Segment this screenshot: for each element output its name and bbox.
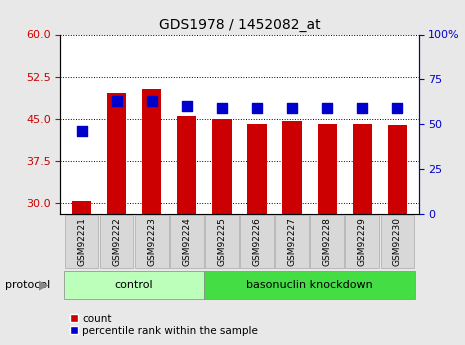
Text: GSM92229: GSM92229 [358, 217, 367, 266]
Text: GSM92221: GSM92221 [77, 217, 86, 266]
Point [324, 105, 331, 111]
Text: ▶: ▶ [40, 278, 49, 291]
Bar [318, 124, 337, 214]
Text: GSM92226: GSM92226 [252, 217, 261, 266]
Point [218, 105, 226, 111]
FancyBboxPatch shape [65, 215, 99, 268]
Point [113, 98, 120, 104]
Point [394, 105, 401, 111]
FancyBboxPatch shape [275, 215, 309, 268]
Legend: count, percentile rank within the sample: count, percentile rank within the sample [66, 309, 262, 340]
FancyBboxPatch shape [100, 215, 133, 268]
FancyBboxPatch shape [345, 215, 379, 268]
Bar [107, 93, 126, 214]
Point [288, 105, 296, 111]
Bar [212, 119, 232, 214]
FancyBboxPatch shape [205, 215, 239, 268]
FancyBboxPatch shape [205, 270, 415, 298]
FancyBboxPatch shape [64, 270, 205, 298]
Title: GDS1978 / 1452082_at: GDS1978 / 1452082_at [159, 18, 320, 32]
Bar [388, 125, 407, 214]
FancyBboxPatch shape [310, 215, 344, 268]
Text: protocol: protocol [5, 280, 50, 289]
Bar [247, 124, 267, 214]
Bar [352, 124, 372, 214]
Bar [142, 89, 161, 214]
Text: GSM92222: GSM92222 [112, 217, 121, 266]
FancyBboxPatch shape [380, 215, 414, 268]
FancyBboxPatch shape [135, 215, 169, 268]
FancyBboxPatch shape [240, 215, 274, 268]
Text: GSM92223: GSM92223 [147, 217, 156, 266]
Text: GSM92224: GSM92224 [182, 217, 191, 266]
Point [253, 105, 261, 111]
Text: basonuclin knockdown: basonuclin knockdown [246, 280, 373, 289]
Text: GSM92228: GSM92228 [323, 217, 332, 266]
Point [148, 98, 155, 104]
Bar [72, 201, 91, 214]
Text: GSM92225: GSM92225 [218, 217, 226, 266]
Bar [177, 116, 197, 214]
FancyBboxPatch shape [170, 215, 204, 268]
Bar [282, 121, 302, 214]
Point [78, 129, 85, 134]
Text: GSM92227: GSM92227 [288, 217, 297, 266]
Text: control: control [115, 280, 153, 289]
Point [359, 105, 366, 111]
Point [183, 104, 191, 109]
Text: GSM92230: GSM92230 [393, 217, 402, 266]
